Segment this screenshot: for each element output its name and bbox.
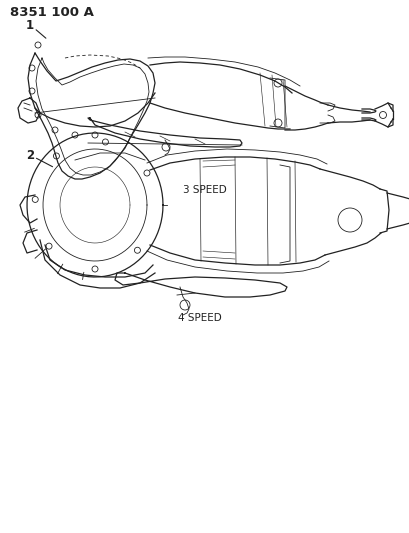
Text: 3 SPEED: 3 SPEED	[183, 185, 226, 195]
Text: 1: 1	[26, 19, 34, 31]
Text: 2: 2	[26, 149, 34, 161]
Text: 4 SPEED: 4 SPEED	[178, 313, 221, 323]
Text: 8351 100 A: 8351 100 A	[10, 6, 94, 19]
